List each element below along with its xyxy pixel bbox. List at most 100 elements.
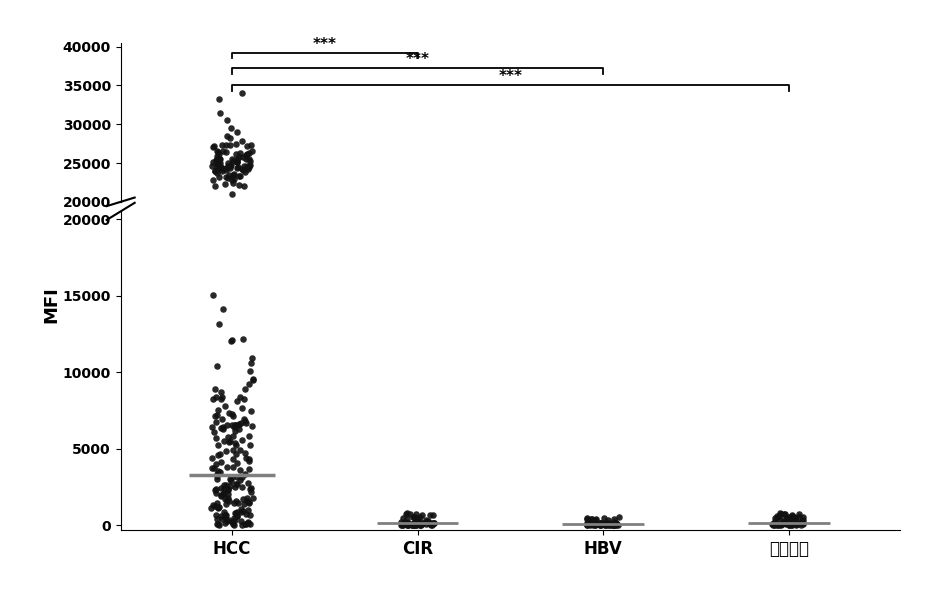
- Point: [407, 516, 422, 526]
- Point: [400, 508, 414, 518]
- Point: [235, 482, 249, 491]
- Point: [237, 470, 252, 479]
- Point: [224, 335, 239, 345]
- Point: [210, 440, 225, 449]
- Point: [230, 498, 245, 507]
- Point: [240, 517, 255, 527]
- Point: [217, 507, 232, 516]
- Point: [204, 502, 219, 512]
- Point: [787, 513, 802, 523]
- Point: [421, 518, 436, 528]
- Point: [407, 518, 422, 528]
- Point: [217, 512, 232, 522]
- Point: [603, 520, 618, 530]
- Point: [425, 518, 440, 528]
- Point: [397, 519, 412, 529]
- Point: [608, 518, 623, 528]
- Point: [422, 510, 437, 520]
- Point: [236, 415, 251, 424]
- Point: [607, 520, 622, 530]
- Point: [781, 520, 795, 530]
- Point: [230, 459, 245, 468]
- Point: [220, 158, 235, 168]
- Point: [210, 503, 225, 513]
- Point: [408, 513, 423, 523]
- Point: [225, 431, 240, 441]
- Point: [242, 484, 257, 494]
- Point: [239, 150, 254, 160]
- Point: [210, 405, 224, 415]
- Point: [235, 164, 250, 174]
- Point: [587, 517, 602, 527]
- Point: [205, 175, 220, 185]
- Point: [209, 433, 223, 443]
- Point: [233, 476, 248, 485]
- Point: [766, 518, 781, 528]
- Point: [211, 149, 226, 158]
- Point: [228, 509, 243, 518]
- Point: [785, 517, 800, 527]
- Point: [223, 160, 238, 170]
- Point: [210, 519, 224, 529]
- Point: [413, 519, 427, 529]
- Point: [765, 519, 780, 529]
- Point: [425, 518, 440, 528]
- Point: [213, 484, 228, 493]
- Point: [772, 519, 787, 529]
- Point: [244, 406, 259, 416]
- Point: [777, 509, 792, 519]
- Point: [595, 518, 610, 527]
- Point: [579, 514, 594, 524]
- Point: [412, 512, 426, 522]
- Point: [215, 304, 230, 314]
- Point: [782, 518, 797, 528]
- Point: [208, 181, 222, 191]
- Point: [225, 462, 240, 471]
- Point: [781, 512, 795, 522]
- Point: [208, 484, 222, 493]
- Point: [406, 513, 421, 523]
- Point: [603, 519, 617, 529]
- Point: [211, 94, 226, 104]
- Point: [218, 480, 233, 490]
- Point: [222, 481, 237, 490]
- Point: [213, 491, 228, 501]
- Point: [229, 473, 244, 482]
- Point: [210, 161, 224, 171]
- Point: [216, 484, 231, 494]
- Point: [209, 470, 223, 479]
- Point: [222, 436, 237, 446]
- Point: [584, 519, 599, 529]
- Point: [770, 513, 785, 523]
- Point: [234, 418, 248, 428]
- Point: [210, 519, 225, 529]
- Point: [224, 154, 239, 164]
- Point: [214, 414, 229, 424]
- Point: [581, 519, 596, 529]
- Point: [222, 161, 237, 171]
- Point: [591, 519, 606, 529]
- Point: [241, 454, 256, 464]
- Point: [210, 474, 224, 484]
- Point: [772, 509, 787, 518]
- Point: [236, 161, 251, 171]
- Point: [235, 88, 249, 98]
- Point: [588, 519, 603, 529]
- Point: [210, 160, 224, 169]
- Point: [598, 519, 613, 529]
- Point: [783, 512, 798, 521]
- Point: [225, 519, 240, 529]
- Point: [208, 384, 222, 394]
- Point: [208, 411, 222, 421]
- Point: [242, 497, 257, 507]
- Point: [605, 520, 620, 530]
- Point: [214, 387, 229, 397]
- Point: [229, 156, 244, 166]
- Point: [210, 168, 224, 178]
- Point: [243, 487, 258, 497]
- Point: [212, 153, 227, 163]
- Point: [228, 479, 243, 489]
- Point: [243, 440, 258, 450]
- Point: [211, 502, 226, 512]
- Point: [601, 519, 616, 529]
